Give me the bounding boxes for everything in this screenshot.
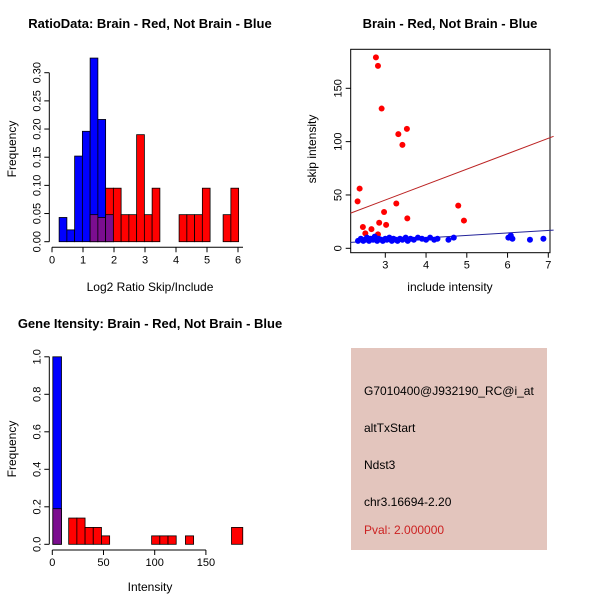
svg-text:100: 100 <box>333 132 345 150</box>
probe-id-text: G7010400@J932190_RC@i_at <box>364 384 534 398</box>
svg-text:150: 150 <box>197 557 215 569</box>
gene-intensity-histogram-plot: 0 50 100 150 0.0 0.2 0.4 0.6 0.8 1.0 <box>31 349 244 569</box>
svg-text:0.20: 0.20 <box>31 118 43 139</box>
panel-intensity-scatter: 3 4 5 6 7 0 50 100 150 Brain - Red, Not Brain - … <box>300 0 600 300</box>
svg-text:0.10: 0.10 <box>31 175 43 196</box>
intensity-scatter-plot: 3 4 5 6 7 0 50 100 150 <box>333 48 554 272</box>
svg-text:0: 0 <box>49 557 55 569</box>
ratio-histogram-ylabel: Frequency <box>5 120 19 178</box>
svg-text:5: 5 <box>204 254 210 266</box>
svg-text:50: 50 <box>333 189 345 201</box>
svg-text:0.00: 0.00 <box>31 231 43 252</box>
svg-text:50: 50 <box>97 557 109 569</box>
svg-text:2: 2 <box>111 254 117 266</box>
svg-text:7: 7 <box>545 260 551 272</box>
genomic-location-text: chr3.16694-2.20 <box>364 495 452 509</box>
ratio-histogram-title: RatioData: Brain - Red, Not Brain - Blue <box>28 16 272 31</box>
svg-text:0: 0 <box>49 254 55 266</box>
svg-text:0: 0 <box>333 245 345 251</box>
panel-gene-info: G7010400@J932190_RC@i_at altTxStart Ndst… <box>300 300 600 600</box>
svg-text:5: 5 <box>464 260 470 272</box>
svg-text:1.0: 1.0 <box>31 349 43 364</box>
ratio-histogram-xlabel: Log2 Ratio Skip/Include <box>86 280 214 294</box>
svg-text:0.15: 0.15 <box>31 146 43 167</box>
svg-text:0.30: 0.30 <box>31 62 43 83</box>
ratio-histogram-plot: 0 1 2 3 4 5 6 0.00 0.05 0.10 0.15 0.20 0.25 0.30 <box>31 57 243 266</box>
svg-text:0.25: 0.25 <box>31 90 43 111</box>
gene-info-box: G7010400@J932190_RC@i_at altTxStart Ndst… <box>351 348 547 550</box>
gene-name-text: Ndst3 <box>364 458 396 472</box>
panel-gene-intensity-histogram: 0 50 100 150 0.0 0.2 0.4 0.6 0.8 1.0 Gene Itensit… <box>0 300 300 600</box>
svg-text:0.05: 0.05 <box>31 203 43 224</box>
gene-intensity-xlabel: Intensity <box>127 580 173 594</box>
gene-intensity-ylabel: Frequency <box>5 420 19 478</box>
scatter-title: Brain - Red, Not Brain - Blue <box>362 16 538 31</box>
svg-text:4: 4 <box>423 260 429 272</box>
svg-text:100: 100 <box>146 557 164 569</box>
event-type-text: altTxStart <box>364 421 416 435</box>
svg-text:0.2: 0.2 <box>31 499 43 514</box>
gene-intensity-title: Gene Itensity: Brain - Red, Not Brain - … <box>17 316 283 331</box>
svg-text:150: 150 <box>333 79 345 97</box>
svg-text:0.4: 0.4 <box>31 462 43 477</box>
svg-text:1: 1 <box>80 254 86 266</box>
scatter-xlabel: include intensity <box>407 280 493 294</box>
svg-text:0.0: 0.0 <box>31 537 43 552</box>
svg-text:0.8: 0.8 <box>31 387 43 402</box>
scatter-ylabel: skip intensity <box>305 114 319 184</box>
svg-text:0.6: 0.6 <box>31 424 43 439</box>
svg-text:6: 6 <box>504 260 510 272</box>
svg-text:6: 6 <box>235 254 241 266</box>
svg-text:3: 3 <box>382 260 388 272</box>
svg-text:3: 3 <box>142 254 148 266</box>
svg-text:4: 4 <box>173 254 179 266</box>
pval-text: Pval: 2.000000 <box>364 523 445 537</box>
panel-ratio-histogram: 0 1 2 3 4 5 6 0.00 0.05 0.10 0.15 0.20 0.25 0.30 Rati… <box>0 0 300 300</box>
